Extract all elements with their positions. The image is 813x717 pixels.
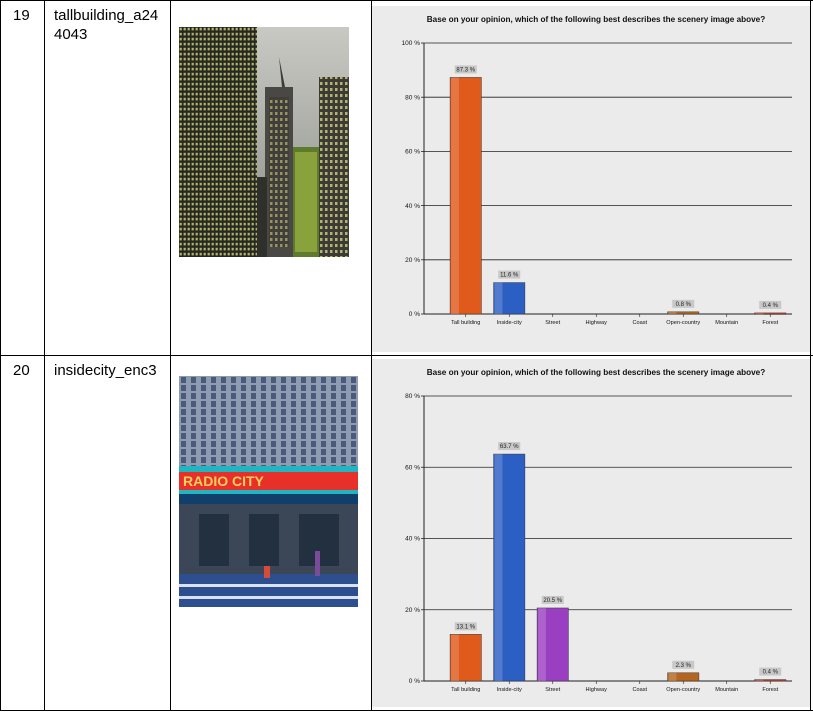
chart-panel: Base on your opinion, which of the follo…: [372, 359, 810, 707]
bar-chart: Base on your opinion, which of the follo…: [402, 15, 792, 326]
x-tick-label: Mountain: [715, 320, 738, 326]
x-tick-label: Forest: [762, 687, 778, 693]
svg-text:RADIO CITY: RADIO CITY: [183, 473, 265, 489]
data-label: 11.6 %: [500, 273, 519, 279]
data-label-box: [672, 299, 695, 308]
table-row: 20 insidecity_enc3 RADIO CITY: [0, 355, 813, 710]
y-tick-label: 20 %: [405, 607, 420, 614]
y-tick-label: 20 %: [405, 257, 420, 264]
data-label: 63.7 %: [500, 444, 519, 450]
y-tick-label: 60 %: [405, 149, 420, 156]
row-number: 19: [13, 7, 30, 24]
data-label: 0.4 %: [763, 303, 779, 309]
data-label-box: [498, 270, 521, 279]
y-tick-label: 0 %: [409, 311, 420, 318]
bar-highlight: [494, 454, 503, 681]
bar-highlight: [668, 311, 677, 314]
x-tick-label: Coast: [632, 687, 647, 693]
data-label: 2.3 %: [676, 663, 692, 669]
x-tick-label: Tall building: [451, 687, 480, 693]
bar-chart: Base on your opinion, which of the follo…: [405, 368, 792, 693]
x-tick-label: Highway: [586, 320, 608, 326]
bar-highlight: [451, 634, 459, 681]
x-tick-label: Street: [545, 320, 560, 326]
y-tick-label: 60 %: [405, 464, 420, 471]
bar-highlight: [755, 312, 764, 315]
data-label-box: [454, 622, 477, 631]
y-tick-label: 80 %: [405, 393, 420, 400]
data-label: 20.5 %: [543, 598, 562, 604]
bar-highlight: [755, 679, 764, 682]
data-label: 0.8 %: [676, 302, 692, 308]
data-label-box: [454, 65, 477, 74]
bar-highlight: [538, 607, 546, 681]
y-tick-label: 0 %: [409, 678, 420, 685]
row-number: 20: [13, 362, 30, 379]
bar-inside-city: [493, 282, 526, 315]
x-tick-label: Inside-city: [497, 320, 522, 326]
skyscraper-photo-icon: [179, 27, 349, 257]
radio-city-photo-icon: RADIO CITY: [179, 376, 358, 607]
chart-panel: Base on your opinion, which of the follo…: [372, 6, 810, 352]
bar-highlight: [668, 672, 677, 681]
data-label-box: [759, 667, 782, 676]
y-tick-label: 40 %: [405, 203, 420, 210]
x-tick-label: Open-country: [666, 320, 700, 326]
x-tick-label: Mountain: [715, 687, 738, 693]
data-label-box: [759, 300, 782, 309]
data-label-box: [541, 595, 564, 604]
x-tick-label: Open-country: [666, 687, 700, 693]
y-tick-label: 40 %: [405, 536, 420, 543]
x-tick-label: Coast: [632, 320, 647, 326]
bar-highlight: [451, 77, 459, 315]
bar-inside-city: [493, 453, 526, 682]
x-tick-label: Tall building: [451, 320, 480, 326]
bar-tall-building: [449, 634, 482, 682]
chart-title: Base on your opinion, which of the follo…: [427, 368, 765, 377]
x-tick-label: Forest: [762, 320, 778, 326]
y-tick-label: 80 %: [405, 94, 420, 101]
image-name: tallbuilding_a244043: [54, 7, 159, 43]
data-label: 0.4 %: [763, 670, 779, 676]
x-tick-label: Inside-city: [497, 687, 522, 693]
data-label-box: [498, 442, 521, 451]
image-name: insidecity_enc3: [54, 362, 157, 379]
table-row: 19 tallbuilding_a244043: [0, 0, 813, 355]
data-label: 13.1 %: [456, 624, 475, 630]
x-tick-label: Highway: [586, 687, 608, 693]
data-label-box: [672, 660, 695, 669]
data-label: 87.3 %: [456, 67, 475, 73]
y-tick-label: 100 %: [402, 40, 421, 47]
x-tick-label: Street: [545, 687, 560, 693]
bar-highlight: [494, 282, 503, 314]
chart-title: Base on your opinion, which of the follo…: [427, 15, 765, 24]
